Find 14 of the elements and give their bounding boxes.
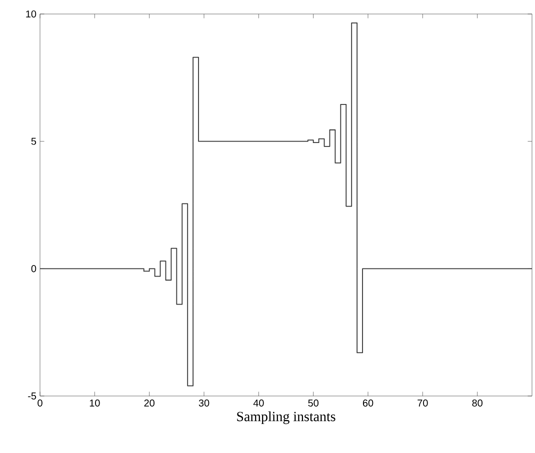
x-axis-title: Sampling instants <box>237 411 336 424</box>
x-tick-label: 10 <box>90 400 100 407</box>
x-tick-label: 30 <box>198 400 210 407</box>
x-tick-label: 60 <box>362 400 374 407</box>
x-tick-label: 20 <box>144 400 154 407</box>
x-tick-label: 50 <box>308 400 318 407</box>
y-tick-label: 5 <box>31 138 36 145</box>
x-tick-label: 0 <box>38 400 42 407</box>
y-tick-label: 0 <box>31 265 36 272</box>
x-tick-label: 40 <box>253 400 264 407</box>
y-tick-label: 10 <box>26 10 36 18</box>
x-tick-label: 70 <box>418 400 428 407</box>
x-tick-label: 80 <box>472 400 482 407</box>
y-tick-label: -5 <box>28 392 36 400</box>
